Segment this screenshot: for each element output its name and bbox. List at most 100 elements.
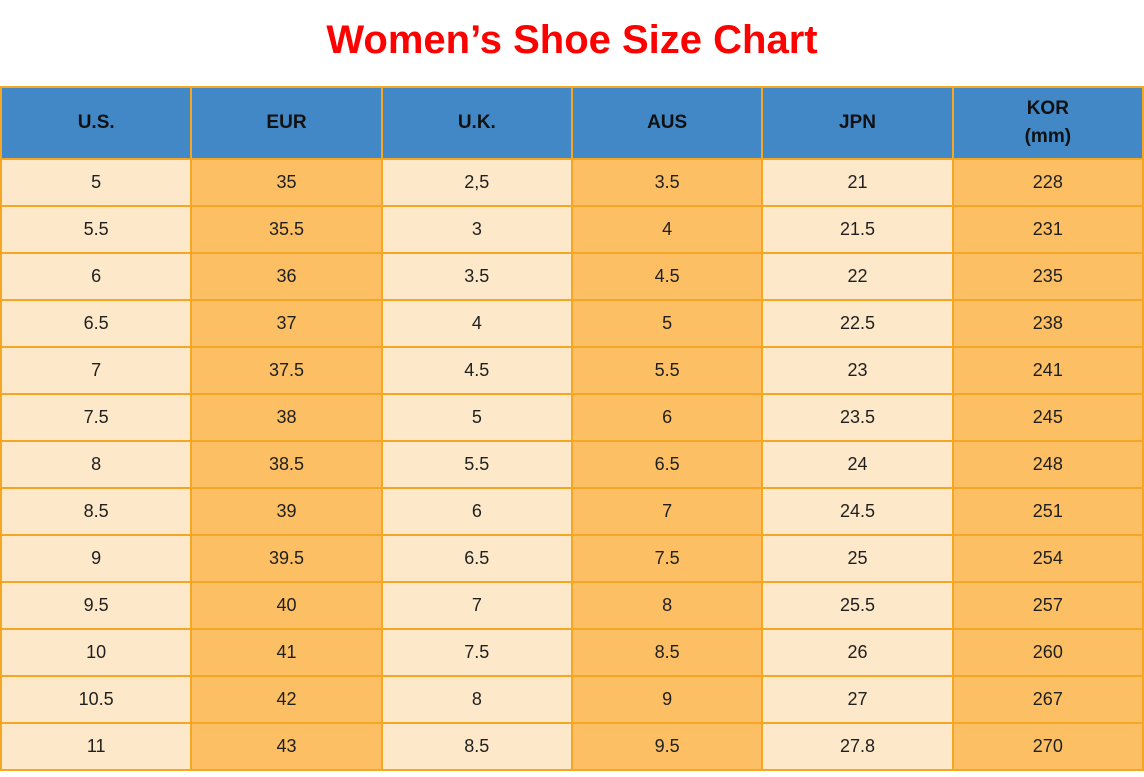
table-cell: 22 [761, 252, 954, 301]
column-header-label: U.S. [77, 112, 115, 134]
table-cell: 6.5 [380, 534, 573, 583]
table-cell: 7 [0, 346, 193, 395]
table-cell: 6.5 [570, 440, 764, 489]
column-header-uk: U.K. [380, 86, 573, 160]
table-cell: 9.5 [570, 722, 764, 771]
table-cell: 37.5 [190, 346, 383, 395]
table-cell: 38 [190, 393, 383, 442]
table-row: 5.5 35.5 3 4 21.5 231 [0, 205, 1144, 254]
table-cell: 9 [0, 534, 193, 583]
table-cell: 235 [951, 252, 1144, 301]
table-row: 6.5 37 4 5 22.5 238 [0, 299, 1144, 348]
table-cell: 8.5 [380, 722, 573, 771]
table-cell: 27.8 [761, 722, 954, 771]
table-cell: 6 [570, 393, 764, 442]
table-cell: 248 [951, 440, 1144, 489]
table-cell: 27 [761, 675, 954, 724]
table-cell: 6 [380, 487, 573, 536]
table-cell: 43 [190, 722, 383, 771]
table-row: 8 38.5 5.5 6.5 24 248 [0, 440, 1144, 489]
column-header-us: U.S. [0, 86, 193, 160]
table-cell: 10.5 [0, 675, 193, 724]
table-cell: 5.5 [570, 346, 764, 395]
table-row: 5 35 2,5 3.5 21 228 [0, 158, 1144, 207]
table-cell: 23.5 [761, 393, 954, 442]
table-cell: 21.5 [761, 205, 954, 254]
table-cell: 23 [761, 346, 954, 395]
table-cell: 38.5 [190, 440, 383, 489]
table-cell: 5 [380, 393, 573, 442]
table-cell: 6 [0, 252, 193, 301]
table-cell: 254 [951, 534, 1144, 583]
page-title: Women’s Shoe Size Chart [326, 18, 818, 62]
table-row: 11 43 8.5 9.5 27.8 270 [0, 722, 1144, 771]
table-cell: 21 [761, 158, 954, 207]
column-header-kor: KOR (mm) [951, 86, 1144, 160]
table-cell: 4 [380, 299, 573, 348]
table-row: 7.5 38 5 6 23.5 245 [0, 393, 1144, 442]
table-row: 10.5 42 8 9 27 267 [0, 675, 1144, 724]
table-cell: 241 [951, 346, 1144, 395]
table-cell: 7.5 [0, 393, 193, 442]
table-cell: 42 [190, 675, 383, 724]
header-row: U.S. EUR U.K. AUS JPN KOR (mm) [0, 86, 1144, 160]
table-cell: 8.5 [570, 628, 764, 677]
table-cell: 25.5 [761, 581, 954, 630]
table-cell: 7 [570, 487, 764, 536]
table-cell: 8.5 [0, 487, 193, 536]
table-cell: 5.5 [0, 205, 193, 254]
table-cell: 3 [380, 205, 573, 254]
table-cell: 270 [951, 722, 1144, 771]
table-cell: 238 [951, 299, 1144, 348]
table-cell: 251 [951, 487, 1144, 536]
table-cell: 7.5 [570, 534, 764, 583]
table-cell: 5.5 [380, 440, 573, 489]
column-header-eur: EUR [190, 86, 383, 160]
column-header-label: AUS [647, 112, 688, 134]
table-cell: 5 [0, 158, 193, 207]
table-cell: 25 [761, 534, 954, 583]
table-row: 9.5 40 7 8 25.5 257 [0, 581, 1144, 630]
table-body: 5 35 2,5 3.5 21 228 5.5 35.5 3 4 21.5 231 6 36 3.5 4.5 2… [0, 158, 1144, 771]
table-cell: 257 [951, 581, 1144, 630]
table-cell: 35.5 [190, 205, 383, 254]
column-header-label: U.K. [457, 112, 496, 134]
table-cell: 267 [951, 675, 1144, 724]
table-cell: 231 [951, 205, 1144, 254]
table-cell: 26 [761, 628, 954, 677]
table-cell: 8 [380, 675, 573, 724]
table-cell: 24.5 [761, 487, 954, 536]
table-cell: 10 [0, 628, 193, 677]
shoe-size-table: U.S. EUR U.K. AUS JPN KOR (mm) 5 35 2,5 3.5 21 228 5… [0, 86, 1144, 771]
column-header-jpn: JPN [761, 86, 954, 160]
table-cell: 6.5 [0, 299, 193, 348]
column-header-label: KOR [1026, 98, 1069, 120]
table-cell: 4.5 [380, 346, 573, 395]
table-cell: 35 [190, 158, 383, 207]
table-cell: 22.5 [761, 299, 954, 348]
table-cell: 3.5 [380, 252, 573, 301]
table-header: U.S. EUR U.K. AUS JPN KOR (mm) [0, 86, 1144, 160]
table-cell: 8 [0, 440, 193, 489]
table-row: 8.5 39 6 7 24.5 251 [0, 487, 1144, 536]
table-cell: 3.5 [570, 158, 764, 207]
table-cell: 245 [951, 393, 1144, 442]
table-row: 9 39.5 6.5 7.5 25 254 [0, 534, 1144, 583]
table-cell: 11 [0, 722, 193, 771]
table-cell: 4 [570, 205, 764, 254]
table-cell: 9 [570, 675, 764, 724]
table-cell: 41 [190, 628, 383, 677]
column-header-label: JPN [838, 112, 876, 134]
table-cell: 7 [380, 581, 573, 630]
table-cell: 9.5 [0, 581, 193, 630]
table-cell: 228 [951, 158, 1144, 207]
table-cell: 39 [190, 487, 383, 536]
table-cell: 5 [570, 299, 764, 348]
column-header-label: EUR [266, 112, 307, 134]
table-cell: 4.5 [570, 252, 764, 301]
table-cell: 2,5 [380, 158, 573, 207]
table-row: 7 37.5 4.5 5.5 23 241 [0, 346, 1144, 395]
table-cell: 7.5 [380, 628, 573, 677]
table-cell: 260 [951, 628, 1144, 677]
